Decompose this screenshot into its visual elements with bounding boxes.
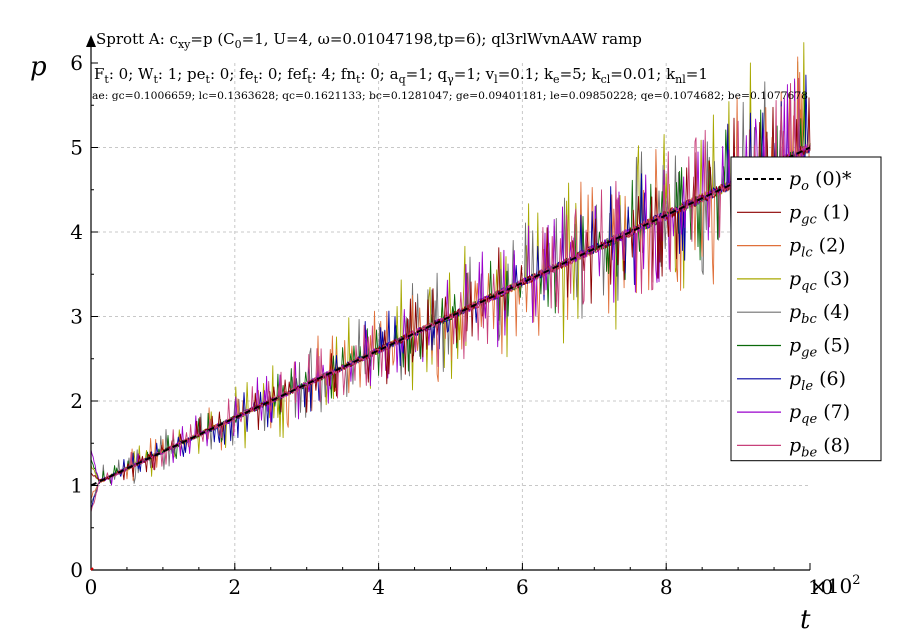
legend: po (0)* pgc (1) plc (2) pqc (3) pbc (4) pge (… <box>730 156 882 462</box>
parameter-annotation: Ft: 0; Wt: 1; pet: 0; fet: 0; feft: 4; f… <box>94 65 708 86</box>
grid <box>91 63 810 570</box>
x-tick-label: 0 <box>85 575 98 599</box>
x-tick-label: 8 <box>660 575 673 599</box>
legend-entry-bc: pbc (4) <box>789 301 850 327</box>
y-tick-label: 4 <box>70 220 83 244</box>
series-line-o <box>90 146 811 487</box>
x-tick-label: 10 <box>808 575 833 599</box>
ae-annotation: ae: gc=0.1006659; lc=0.1363628; qc=0.162… <box>92 90 808 102</box>
legend-entry-le: ple (6) <box>789 368 846 394</box>
legend-entry-qc: pqc (3) <box>789 268 850 294</box>
legend-entry-gc: pgc (1) <box>789 201 850 227</box>
series-lines <box>90 42 811 513</box>
y-axis-arrow <box>86 35 96 47</box>
x-tick-label: 2 <box>228 575 241 599</box>
y-tick-label: 6 <box>70 51 83 75</box>
legend-box <box>730 156 882 462</box>
axes <box>86 35 811 571</box>
legend-entry-o: po (0)* <box>789 168 852 194</box>
legend-entry-be: pbe (8) <box>789 434 850 460</box>
x-axis-label: t <box>800 605 811 633</box>
y-axis-label: p <box>30 52 47 82</box>
series-line-be <box>90 77 811 513</box>
y-tick-label: 1 <box>70 474 83 498</box>
x-axis-multiplier: ×102 <box>810 573 861 598</box>
legend-entry-lc: plc (2) <box>789 235 846 261</box>
legend-entry-ge: pge (5) <box>789 335 850 361</box>
y-tick-label: 0 <box>70 558 83 582</box>
x-tick-label: 4 <box>372 575 385 599</box>
y-tick-label: 2 <box>70 389 83 413</box>
chart-title: Sprott A: cxy=p (C0=1, U=4, ω=0.01047198… <box>96 30 642 51</box>
origin-marker <box>90 567 94 571</box>
legend-entry-qe: pqe (7) <box>789 401 850 427</box>
y-tick-label: 3 <box>70 305 83 329</box>
tick-labels: 0 2 4 6 8 10 0 1 2 3 4 5 6 <box>70 51 833 599</box>
y-tick-label: 5 <box>70 136 83 160</box>
x-tick-label: 6 <box>516 575 529 599</box>
